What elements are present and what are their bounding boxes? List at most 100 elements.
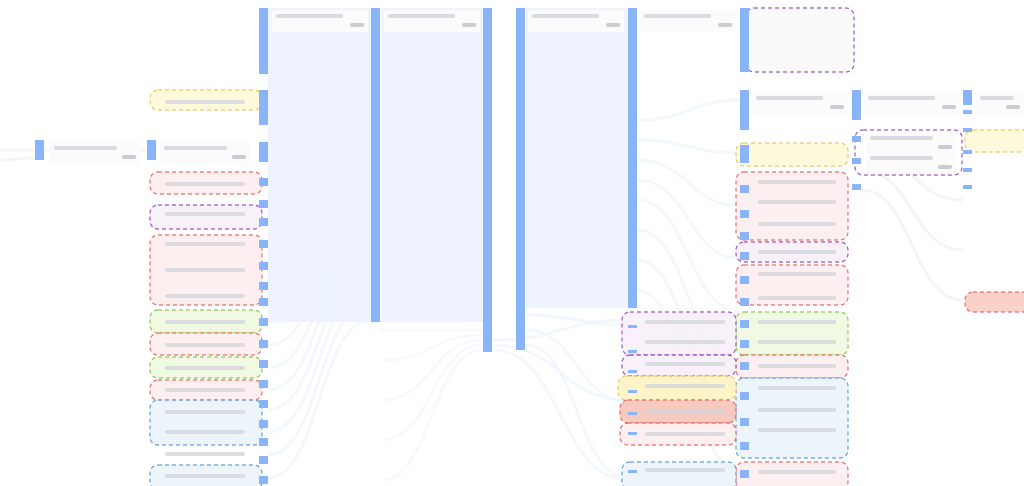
node-bar	[259, 282, 268, 290]
node-bar	[740, 232, 749, 240]
node-bar	[740, 252, 749, 260]
text-placeholder	[830, 105, 844, 109]
text-placeholder	[868, 96, 936, 100]
text-placeholder	[276, 14, 344, 18]
flow-link	[380, 343, 484, 442]
text-placeholder	[758, 340, 836, 344]
flow-link	[267, 161, 372, 272]
node-bar	[259, 262, 268, 270]
flow-link	[380, 348, 484, 482]
node-bar	[371, 8, 380, 322]
node-bar	[852, 136, 861, 142]
text-placeholder	[645, 340, 725, 344]
flow-link	[492, 348, 629, 482]
text-placeholder	[165, 388, 245, 392]
node-bar	[628, 412, 637, 415]
group-box	[621, 461, 737, 486]
text-placeholder	[165, 366, 245, 370]
node-bar	[259, 340, 268, 348]
node-bar	[740, 470, 749, 478]
node-bar	[259, 218, 268, 226]
flow-link	[267, 73, 372, 102]
node-bar	[259, 178, 268, 186]
node-bar	[516, 8, 525, 350]
node-bar	[259, 438, 268, 446]
text-placeholder	[645, 320, 725, 324]
node-bar	[740, 340, 749, 348]
node-card	[160, 142, 250, 164]
flow-link	[380, 333, 484, 362]
text-placeholder	[1006, 105, 1020, 109]
node-bar	[963, 110, 972, 114]
text-placeholder	[645, 468, 725, 472]
text-placeholder	[165, 212, 245, 216]
node-card	[752, 92, 848, 114]
node-bar	[483, 8, 492, 352]
text-placeholder	[758, 222, 836, 226]
node-bar	[963, 185, 972, 189]
flow-link	[267, 248, 372, 392]
node-bar	[740, 418, 749, 426]
flow-link	[525, 328, 629, 403]
text-placeholder	[870, 156, 933, 160]
flow-link	[860, 188, 964, 302]
flow-link	[636, 98, 741, 122]
text-placeholder	[122, 155, 136, 159]
flow-band	[526, 8, 628, 308]
text-placeholder	[462, 23, 476, 27]
node-bar	[628, 350, 637, 353]
flow-link	[0, 156, 36, 162]
flow-link	[636, 158, 741, 208]
text-placeholder	[718, 23, 732, 27]
text-placeholder	[942, 105, 956, 109]
text-placeholder	[758, 408, 836, 412]
flow-link	[267, 266, 372, 412]
flow-link	[525, 343, 629, 480]
text-placeholder	[758, 386, 836, 390]
node-bar	[740, 185, 749, 193]
flow-link	[267, 178, 372, 297]
text-placeholder	[645, 362, 725, 366]
node-bar	[628, 325, 637, 328]
node-bar	[963, 128, 972, 132]
text-placeholder	[980, 96, 1014, 100]
node-bar	[35, 140, 44, 160]
flow-link	[636, 138, 741, 155]
node-card	[384, 10, 480, 32]
node-bar	[259, 318, 268, 326]
text-placeholder	[165, 182, 245, 186]
text-placeholder	[758, 200, 836, 204]
node-bar	[852, 184, 861, 190]
node-bar	[259, 142, 268, 162]
text-placeholder	[758, 320, 836, 324]
text-placeholder	[165, 430, 245, 434]
node-card	[864, 92, 960, 114]
group-box	[964, 129, 1024, 153]
text-placeholder	[645, 384, 725, 388]
text-placeholder	[758, 364, 836, 368]
text-placeholder	[54, 146, 117, 150]
group-box	[149, 399, 263, 446]
flow-link	[267, 91, 372, 152]
node-card	[528, 10, 624, 32]
node-bar	[740, 392, 749, 400]
node-bar	[628, 8, 637, 308]
text-placeholder	[756, 96, 824, 100]
text-placeholder	[758, 272, 836, 276]
flow-link	[380, 338, 484, 402]
node-bar	[628, 390, 637, 393]
text-placeholder	[165, 320, 245, 324]
text-placeholder	[938, 145, 952, 149]
node-bar	[259, 200, 268, 208]
flow-link	[267, 231, 372, 370]
node-card	[272, 10, 368, 32]
node-bar	[963, 150, 972, 154]
flow-link	[267, 108, 372, 185]
flow-link	[267, 126, 372, 217]
flow-link	[525, 313, 629, 327]
text-placeholder	[758, 180, 836, 184]
node-bar	[852, 90, 861, 120]
text-placeholder	[938, 165, 952, 169]
node-bar	[852, 158, 861, 164]
node-bar	[740, 276, 749, 284]
